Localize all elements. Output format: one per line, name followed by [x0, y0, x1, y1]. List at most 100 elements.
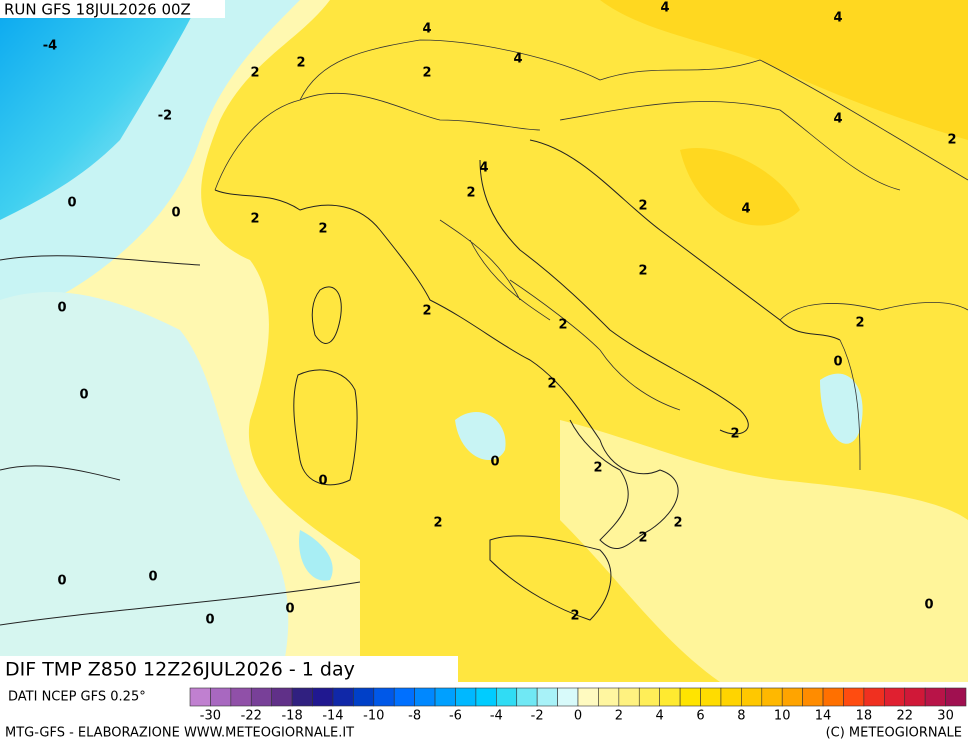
colorbar-swatch	[414, 687, 436, 707]
colorbar-tick-label: 4	[656, 709, 664, 724]
field-title-box	[0, 656, 458, 683]
contour-label: 2	[570, 609, 579, 624]
contour-label: 0	[67, 196, 76, 211]
colorbar-swatch	[904, 687, 926, 707]
colorbar: -30 -22 -18 -14 -10 -8 -6 -4 -2 0 2 4 6 8 10 14 18 22 30	[189, 687, 967, 724]
colorbar-swatch	[312, 687, 334, 707]
colorbar-swatch	[863, 687, 885, 707]
contour-label: 4	[479, 161, 488, 176]
contour-label: 4	[660, 1, 669, 16]
colorbar-tick-label: -14	[322, 709, 343, 724]
colorbar-swatch	[945, 687, 967, 707]
colorbar-swatch	[475, 687, 497, 707]
colorbar-tick-label: 10	[774, 709, 791, 724]
colorbar-swatch	[332, 687, 354, 707]
contour-label: -2	[158, 109, 172, 124]
contour-label: 2	[547, 377, 556, 392]
colorbar-swatch	[598, 687, 620, 707]
colorbar-swatch	[230, 687, 252, 707]
contour-label: 2	[466, 186, 475, 201]
contour-label: 0	[833, 355, 842, 370]
contour-label: 4	[833, 11, 842, 26]
contour-label: 2	[250, 212, 259, 227]
colorbar-swatch	[924, 687, 946, 707]
colorbar-swatch	[353, 687, 375, 707]
colorbar-swatch	[781, 687, 803, 707]
colorbar-tick-label: 18	[856, 709, 873, 724]
colorbar-swatch	[291, 687, 313, 707]
contour-label: 2	[638, 531, 647, 546]
contour-label: 2	[422, 66, 431, 81]
copyright: (C) METEOGIORNALE	[826, 726, 962, 741]
colorbar-swatch	[557, 687, 579, 707]
contour-label: 2	[593, 461, 602, 476]
contour-label: 0	[924, 598, 933, 613]
colorbar-swatch	[496, 687, 518, 707]
contour-label: 4	[422, 22, 431, 37]
contour-label: 0	[171, 206, 180, 221]
colorbar-tick-label: 2	[615, 709, 623, 724]
colorbar-swatch	[720, 687, 742, 707]
colorbar-swatch	[679, 687, 701, 707]
field-title: DIF TMP Z850 12Z26JUL2026 - 1 day	[5, 659, 355, 681]
colorbar-swatch	[638, 687, 660, 707]
contour-label: 0	[57, 574, 66, 589]
header-box	[0, 0, 225, 18]
colorbar-tick-label: -6	[449, 709, 462, 724]
colorbar-swatch	[271, 687, 293, 707]
coastlines-borders	[0, 39, 968, 626]
colorbar-swatch	[822, 687, 844, 707]
contour-label: 2	[947, 133, 956, 148]
data-source: DATI NCEP GFS 0.25°	[8, 690, 146, 705]
contour-label: 4	[513, 52, 522, 67]
colorbar-swatch	[516, 687, 538, 707]
contour-label: -4	[43, 39, 57, 54]
contour-label: 0	[318, 474, 327, 489]
colorbar-swatch	[577, 687, 599, 707]
colorbar-tick-label: 6	[696, 709, 704, 724]
colorbar-tick-label: -2	[531, 709, 544, 724]
contour-label: 2	[433, 516, 442, 531]
colorbar-swatch	[741, 687, 763, 707]
contour-label: 2	[318, 222, 327, 237]
contour-label: 0	[490, 455, 499, 470]
colorbar-swatch	[455, 687, 477, 707]
contour-label: 2	[855, 316, 864, 331]
colorbar-tick-label: -18	[281, 709, 302, 724]
contour-label: 0	[79, 388, 88, 403]
contour-label: 2	[558, 318, 567, 333]
colorbar-swatch	[618, 687, 640, 707]
contour-label: 0	[205, 613, 214, 628]
contour-label: 2	[296, 56, 305, 71]
colorbar-tick-label: -8	[408, 709, 421, 724]
contour-label: 2	[250, 66, 259, 81]
colorbar-tick-label: 22	[896, 709, 913, 724]
colorbar-tick-label: 14	[815, 709, 832, 724]
contour-label: 2	[730, 427, 739, 442]
colorbar-swatch	[761, 687, 783, 707]
map-field	[0, 0, 968, 682]
colorbar-swatch	[843, 687, 865, 707]
colorbar-tick-label: -10	[363, 709, 384, 724]
colorbar-swatch	[189, 687, 211, 707]
colorbar-tick-label: 0	[574, 709, 582, 724]
colorbar-swatch	[536, 687, 558, 707]
colorbar-swatch	[659, 687, 681, 707]
colorbar-swatch	[700, 687, 722, 707]
colorbar-swatch	[802, 687, 824, 707]
contour-label: 2	[638, 264, 647, 279]
run-title: RUN GFS 18JUL2026 00Z	[4, 1, 191, 19]
colorbar-swatch	[373, 687, 395, 707]
contour-label: 4	[833, 112, 842, 127]
colorbar-tick-label: 30	[937, 709, 954, 724]
contour-label: 2	[638, 199, 647, 214]
credit: MTG-GFS - ELABORAZIONE WWW.METEOGIORNALE…	[5, 726, 354, 741]
colorbar-tick-label: -22	[241, 709, 262, 724]
colorbar-tick-label: 8	[737, 709, 745, 724]
contour-label: 0	[57, 301, 66, 316]
contour-label: 4	[741, 202, 750, 217]
contour-label: 2	[673, 516, 682, 531]
contour-label: 0	[285, 602, 294, 617]
